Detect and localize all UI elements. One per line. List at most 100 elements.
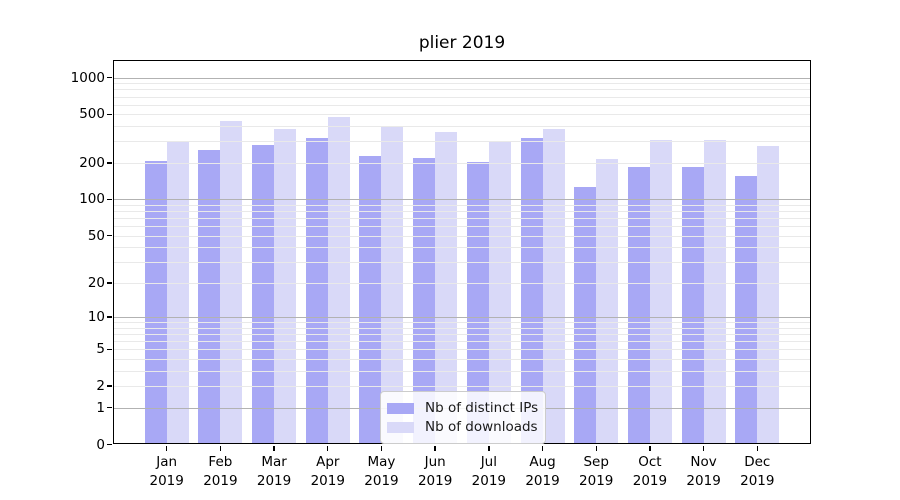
y-tick-label: 100 — [79, 191, 105, 208]
minor-gridline — [114, 96, 810, 98]
y-tick-label: 50 — [87, 227, 105, 244]
x-tick-mark — [541, 445, 544, 451]
y-tick-mark — [107, 443, 112, 446]
bar-jul-s0 — [466, 162, 489, 445]
y-tick-mark — [107, 162, 112, 164]
minor-gridline — [114, 211, 810, 213]
x-tick-mark — [434, 445, 436, 451]
x-tick-mark — [649, 445, 651, 451]
legend-swatch-downloads — [387, 421, 414, 433]
x-tick-label: Nov 2019 — [686, 453, 721, 489]
bar-apr-s0 — [305, 138, 328, 445]
y-tick-mark — [107, 198, 112, 201]
x-tick-label: Aug 2019 — [525, 453, 560, 489]
x-tick-label: Oct 2019 — [632, 453, 668, 489]
x-tick-label: Jun 2019 — [417, 453, 453, 489]
x-tick-mark — [273, 445, 275, 451]
y-tick-label: 1 — [96, 399, 105, 416]
bar-sep-s1 — [596, 159, 619, 445]
minor-gridline — [114, 349, 810, 351]
bar-dec-s1 — [757, 145, 780, 445]
y-tick-label: 200 — [79, 154, 105, 171]
y-tick-label: 500 — [79, 106, 105, 123]
x-tick-label: Jan 2019 — [149, 453, 184, 489]
minor-gridline — [114, 104, 810, 106]
minor-gridline — [114, 83, 810, 85]
x-tick-label: Mar 2019 — [256, 453, 292, 489]
x-tick-mark — [702, 445, 705, 451]
minor-gridline — [114, 386, 810, 388]
legend-item-distinct-ips: Nb of distinct IPs — [387, 399, 539, 417]
y-tick-mark — [107, 406, 112, 409]
minor-gridline — [114, 226, 810, 228]
minor-gridline — [114, 327, 810, 329]
minor-gridline — [114, 89, 810, 91]
x-tick-label: Jul 2019 — [471, 453, 507, 489]
legend-label-downloads: Nb of downloads — [425, 419, 538, 435]
x-tick-label: May 2019 — [364, 453, 399, 489]
major-gridline — [114, 77, 810, 79]
bar-jan-s0 — [144, 160, 167, 445]
x-tick-mark — [327, 445, 329, 451]
bar-dec-s0 — [735, 175, 758, 445]
x-tick-mark — [165, 445, 168, 451]
minor-gridline — [114, 235, 810, 237]
minor-gridline — [114, 359, 810, 361]
minor-gridline — [114, 204, 810, 206]
x-tick-mark — [488, 445, 490, 451]
y-tick-label: 10 — [87, 309, 105, 326]
bar-jun-s1 — [435, 131, 458, 445]
bar-jul-s1 — [488, 140, 511, 445]
minor-gridline — [114, 341, 810, 343]
bar-feb-s1 — [220, 120, 243, 445]
bar-mar-s0 — [252, 144, 275, 445]
minor-gridline — [114, 282, 810, 284]
bar-may-s0 — [359, 155, 382, 445]
minor-gridline — [114, 141, 810, 143]
minor-gridline — [114, 262, 810, 264]
bar-mar-s1 — [274, 129, 297, 445]
y-tick-label: 2 — [96, 378, 105, 395]
bar-aug-s1 — [542, 128, 565, 445]
bar-aug-s0 — [520, 137, 543, 445]
y-tick-mark — [107, 76, 112, 79]
minor-gridline — [114, 114, 810, 116]
x-tick-mark — [219, 445, 222, 451]
bar-may-s1 — [381, 127, 404, 445]
y-tick-mark — [107, 348, 112, 351]
major-gridline — [114, 317, 810, 319]
x-tick-mark — [380, 445, 383, 451]
bar-sep-s0 — [574, 186, 597, 445]
minor-gridline — [114, 162, 810, 164]
x-tick-mark — [595, 445, 597, 451]
bar-jan-s1 — [166, 140, 189, 445]
x-tick-label: Sep 2019 — [579, 453, 614, 489]
x-tick-mark — [756, 445, 758, 451]
minor-gridline — [114, 322, 810, 324]
legend-item-downloads: Nb of downloads — [387, 418, 538, 436]
minor-gridline — [114, 218, 810, 220]
legend-label-distinct-ips: Nb of distinct IPs — [425, 400, 539, 416]
y-tick-mark — [107, 316, 112, 318]
bar-apr-s1 — [327, 117, 350, 445]
bar-oct-s1 — [649, 139, 672, 445]
y-tick-label: 20 — [87, 274, 105, 291]
legend: Nb of distinct IPs Nb of downloads — [380, 391, 546, 444]
minor-gridline — [114, 247, 810, 249]
x-tick-label: Apr 2019 — [310, 453, 345, 489]
minor-gridline — [114, 126, 810, 128]
y-tick-mark — [107, 113, 112, 116]
y-tick-label: 0 — [96, 436, 105, 453]
y-tick-label: 5 — [96, 341, 105, 358]
x-tick-label: Feb 2019 — [203, 453, 238, 489]
chart-title: plier 2019 — [418, 33, 506, 53]
y-tick-label: 1000 — [70, 69, 105, 86]
minor-gridline — [114, 370, 810, 372]
y-tick-mark — [107, 234, 112, 237]
major-gridline — [114, 199, 810, 201]
legend-swatch-distinct-ips — [387, 402, 414, 414]
